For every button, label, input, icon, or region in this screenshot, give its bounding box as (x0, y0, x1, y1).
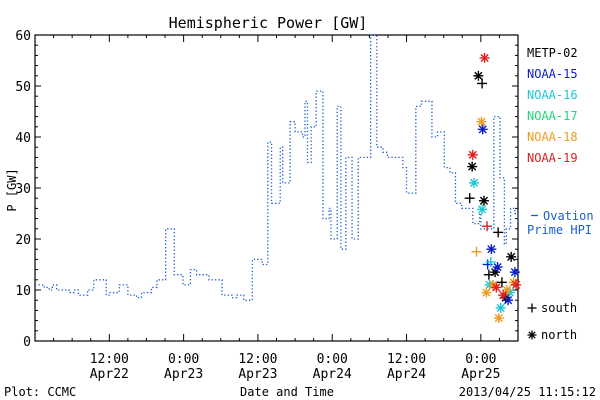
point-noaa-18-south (471, 246, 482, 257)
legend-label: NOAA-16 (527, 88, 578, 102)
point-noaa-15-north (486, 244, 497, 255)
ovation-line (35, 34, 519, 301)
x-tick-label: 12:00 (90, 352, 129, 367)
x-axis-title: Date and Time (240, 385, 334, 399)
point-metp-02-north (506, 251, 517, 262)
point-noaa-19-north (491, 282, 502, 293)
point-noaa-15-north (509, 267, 520, 278)
point-noaa-18-north (476, 116, 487, 127)
y-axis-title: P [GW] (5, 168, 19, 211)
x-tick-label: 0:00 (168, 352, 199, 367)
point-metp-02-south (493, 227, 504, 238)
point-noaa-18-north (493, 313, 504, 324)
point-metp-02-south (464, 193, 475, 204)
ovation-legend-label: Prime HPI (527, 223, 592, 237)
symbol-legend-glyph (527, 303, 537, 313)
point-stroke (496, 303, 505, 312)
x-tick-date: Apr24 (313, 367, 352, 382)
point-stroke (469, 178, 479, 187)
point-metp-02-north (473, 70, 484, 81)
legend-label: NOAA-17 (527, 109, 578, 123)
legend-label: NOAA-15 (527, 67, 578, 81)
point-noaa-16-south (485, 256, 496, 267)
point-stroke (468, 162, 477, 171)
x-tick-date: Apr23 (238, 367, 277, 382)
chart-title: Hemispheric Power [GW] (169, 14, 368, 32)
point-stroke (468, 150, 477, 159)
point-stroke (493, 262, 502, 272)
point-noaa-18-north (501, 285, 512, 295)
point-stroke (474, 71, 483, 80)
point-stroke (482, 288, 491, 297)
point-stroke (503, 296, 513, 305)
point-noaa-18-north (481, 287, 492, 298)
symbol-legend-glyph (527, 330, 537, 340)
x-tick-label: 0:00 (465, 352, 496, 367)
point-metp-02-south (496, 277, 507, 288)
footer-plot-credit: Plot: CCMC (4, 385, 76, 399)
legend-label: NOAA-19 (527, 151, 578, 165)
ovation-legend-label: Ovation (543, 209, 594, 223)
point-noaa-15-north (477, 124, 488, 135)
point-stroke (492, 283, 501, 292)
point-stroke (487, 245, 496, 254)
point-stroke (499, 291, 508, 300)
point-noaa-19-north (511, 279, 522, 290)
footer-timestamp: 2013/04/25 11:15:12 (459, 385, 596, 399)
axis-ticks: 010203040506012:00Apr220:00Apr2312:00Apr… (15, 29, 519, 382)
x-tick-date: Apr25 (461, 367, 500, 382)
y-tick-label: 60 (15, 29, 31, 44)
plot-frame (34, 34, 519, 342)
point-noaa-16-north (477, 204, 488, 215)
y-tick-label: 50 (15, 80, 31, 95)
x-tick-label: 0:00 (317, 352, 348, 367)
plot-border (34, 34, 519, 342)
point-stroke (494, 313, 503, 323)
x-tick-label: 12:00 (387, 352, 426, 367)
ovation-step-line (35, 34, 519, 301)
x-tick-label: 12:00 (238, 352, 277, 367)
point-noaa-19-south (482, 221, 493, 232)
point-noaa-19-north (498, 290, 509, 301)
point-stroke (510, 268, 519, 277)
y-tick-label: 20 (15, 233, 31, 248)
y-tick-label: 40 (15, 131, 31, 146)
point-noaa-19-north (479, 52, 490, 63)
x-tick-date: Apr22 (90, 367, 129, 382)
legend: METP-02 NOAA-15 NOAA-16 NOAA-17 NOAA-18 NOAA-… (527, 46, 594, 342)
x-tick-date: Apr24 (387, 367, 426, 382)
point-stroke (479, 196, 489, 205)
glyph-stroke (528, 331, 536, 339)
point-noaa-19-north (467, 149, 478, 160)
y-tick-label: 0 (23, 335, 31, 350)
point-stroke (502, 285, 511, 295)
point-metp-02-north (467, 161, 478, 172)
symbol-legend-label: south (541, 301, 577, 315)
point-noaa-16-north (469, 177, 480, 188)
point-stroke (477, 205, 487, 214)
x-tick-date: Apr23 (164, 367, 203, 382)
point-noaa-16-north (495, 302, 506, 313)
point-metp-02-south (477, 78, 488, 89)
point-stroke (507, 252, 516, 261)
legend-label: NOAA-18 (527, 130, 578, 144)
satellite-points (464, 52, 522, 324)
y-tick-label: 10 (15, 284, 31, 299)
point-stroke (477, 117, 486, 126)
point-metp-02-north (478, 195, 489, 206)
legend-label: METP-02 (527, 46, 578, 60)
y-tick-label: 30 (15, 182, 31, 197)
point-stroke (478, 125, 487, 134)
point-stroke (480, 53, 489, 63)
point-stroke (512, 280, 521, 289)
point-noaa-15-north (492, 262, 503, 273)
symbol-legend-label: north (541, 328, 577, 342)
